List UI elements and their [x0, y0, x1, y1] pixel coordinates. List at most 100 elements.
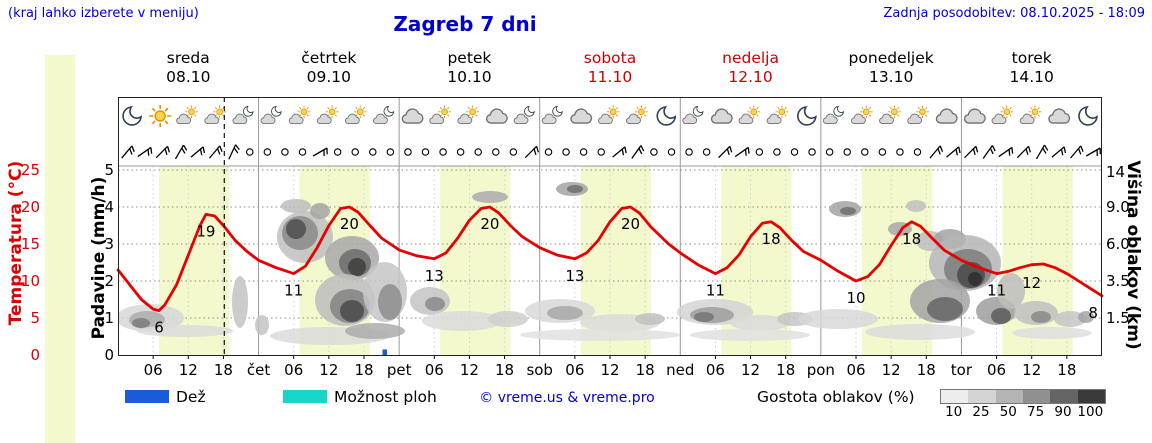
wind-barb-icon — [1070, 145, 1084, 159]
wind-barb-icon — [631, 145, 645, 159]
cloud-density-legend-label: Gostota oblakov (%) — [757, 388, 915, 406]
hour-label: 18 — [354, 361, 374, 379]
day-date: 09.10 — [306, 68, 352, 86]
plot-frame — [118, 97, 1102, 356]
sun-cloud-icon — [317, 105, 338, 123]
wind-calm-icon — [281, 148, 289, 156]
cloud-icon — [935, 108, 958, 124]
day-name: sobota — [583, 49, 637, 67]
wind-barb-icon — [1035, 144, 1049, 160]
day-date: 11.10 — [587, 68, 633, 86]
precip-axis-tick: 5 — [104, 161, 114, 179]
sun-cloud-icon — [1020, 105, 1041, 123]
wind-calm-icon — [509, 148, 518, 156]
sun-cloud-icon — [430, 105, 451, 123]
sun-cloud-icon — [598, 105, 619, 123]
hour-label: 06 — [846, 361, 866, 379]
wind-barb-icon — [1051, 146, 1067, 158]
wind-calm-icon — [386, 148, 395, 156]
copyright-link[interactable]: © vreme.us & vreme.pro — [479, 390, 655, 406]
temp-axis-tick: 5 — [30, 309, 40, 327]
day-date: 08.10 — [166, 68, 211, 86]
temperature-curve — [116, 205, 1104, 312]
sun-icon — [148, 104, 173, 128]
wind-calm-icon — [702, 148, 711, 156]
day-abbr-label: pet — [386, 361, 412, 379]
wind-calm-icon — [492, 148, 500, 156]
weather-icons-row — [122, 104, 1098, 128]
cloud-blob — [520, 329, 680, 341]
cloud-blob — [547, 306, 583, 320]
cloud-axis-tick: 9.0 — [1106, 198, 1130, 216]
wind-calm-icon — [597, 148, 605, 156]
cloud-blob — [991, 308, 1011, 324]
hour-label: 06 — [143, 361, 163, 379]
cloud-blob — [906, 200, 926, 212]
day-date: 13.10 — [868, 68, 914, 86]
cloud-blob — [690, 329, 810, 341]
density-swatch — [995, 390, 1023, 403]
moon-icon — [1078, 106, 1098, 126]
hour-label: 06 — [284, 361, 304, 379]
hour-label: 06 — [705, 361, 725, 379]
temperature-label: 19 — [196, 222, 215, 240]
page-title: Zagreb 7 dni — [393, 12, 537, 36]
wind-barb-icon — [734, 146, 750, 158]
temperature-label: 20 — [480, 215, 499, 233]
sun-cloud-icon — [289, 105, 310, 123]
sun-cloud-icon — [739, 105, 760, 123]
temperature-label: 20 — [621, 215, 640, 233]
sun-cloud-icon — [992, 105, 1013, 123]
cloud-blob — [488, 311, 528, 327]
wind-barb-icon — [612, 146, 627, 158]
wind-calm-icon — [351, 148, 359, 156]
day-name: petek — [447, 49, 492, 67]
day-name: nedelja — [722, 49, 779, 67]
hour-label: 12 — [881, 361, 901, 379]
wind-calm-icon — [790, 148, 799, 156]
density-swatch — [1022, 390, 1051, 403]
density-swatch — [1077, 390, 1105, 403]
hour-label: 06 — [424, 361, 444, 379]
wind-calm-icon — [755, 148, 764, 156]
cloud-blob — [422, 311, 502, 331]
cloud-blob — [340, 300, 364, 322]
day-abbr-label: ned — [666, 361, 695, 379]
precip-axis-tick: 1 — [104, 309, 114, 327]
wind-barb-icon — [174, 144, 188, 160]
temperature-label: 10 — [846, 289, 865, 307]
sun-cloud-icon — [627, 105, 648, 123]
wind-barb-icon — [1085, 147, 1101, 157]
hour-label: 12 — [1022, 361, 1042, 379]
precipitation-bars — [382, 349, 387, 355]
moon-cloud-icon — [683, 106, 703, 123]
moon-cloud-icon — [514, 106, 534, 123]
density-scale-tick: 75 — [1027, 404, 1045, 420]
cloud-blob — [1078, 311, 1094, 323]
hour-label: 12 — [600, 361, 620, 379]
precip-axis-tick: 2 — [104, 272, 114, 290]
left-accent-strip — [45, 55, 75, 443]
cloud-blob — [997, 273, 1025, 309]
wind-calm-icon — [808, 148, 816, 156]
day-name: ponedeljek — [848, 49, 934, 67]
cloud-blob — [286, 219, 306, 239]
wind-calm-icon — [667, 148, 676, 156]
cloud-blob — [927, 297, 963, 321]
wind-calm-icon — [843, 148, 851, 156]
wind-barb-icon — [929, 145, 944, 159]
moon-icon — [796, 106, 817, 126]
temp-axis-tick: 0 — [30, 346, 40, 364]
last-update-label: Zadnja posodobitev: 08.10.2025 - 18:09 — [883, 6, 1145, 21]
moon-cloud-icon — [374, 106, 394, 123]
cloud-blob — [281, 199, 311, 213]
wind-calm-icon — [685, 148, 693, 156]
temp-axis-tick: 25 — [20, 161, 40, 179]
density-swatch — [1050, 390, 1078, 403]
wind-calm-icon — [773, 148, 781, 156]
precip-axis-tick: 0 — [104, 346, 114, 364]
wind-symbols-row — [121, 144, 1101, 160]
cloud-blob — [730, 315, 790, 331]
temperature-label: 8 — [1088, 304, 1098, 322]
cloud-axis-tick: 1.5 — [1106, 309, 1130, 327]
